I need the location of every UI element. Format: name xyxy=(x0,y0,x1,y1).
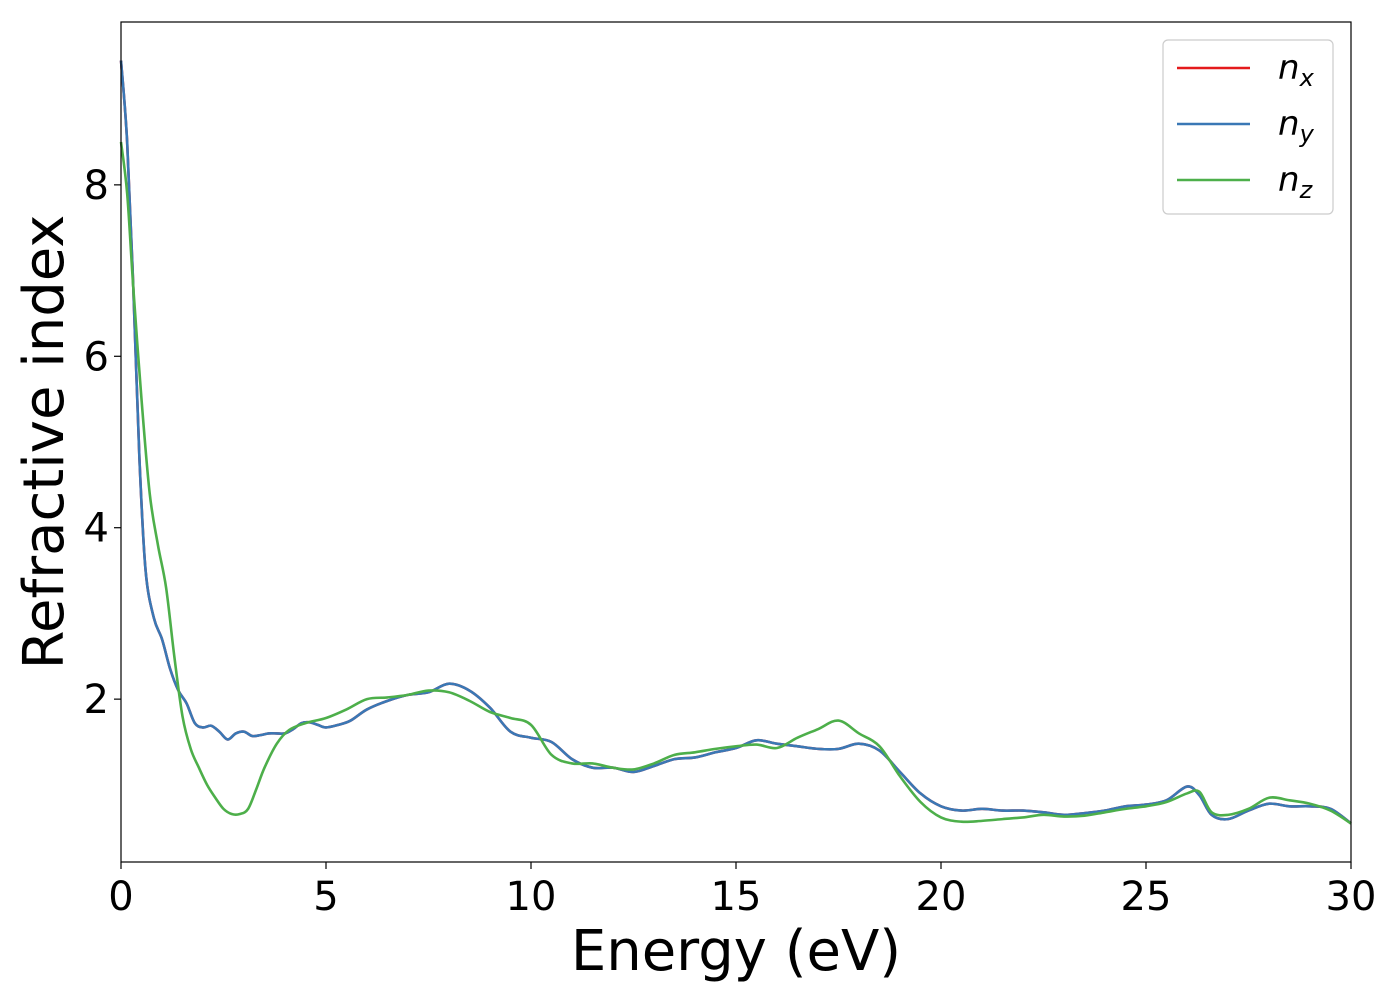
x-tick-label: 25 xyxy=(1121,874,1172,920)
x-tick-label: 5 xyxy=(313,874,338,920)
series-line-y xyxy=(119,60,1352,825)
series-line-z xyxy=(119,141,1352,825)
legend-label-z: nz xyxy=(1278,160,1314,204)
y-tick-label: 2 xyxy=(84,677,109,723)
x-tick-label: 0 xyxy=(108,874,133,920)
x-tick-label: 15 xyxy=(711,874,762,920)
y-tick-label: 8 xyxy=(84,163,109,209)
series-layer xyxy=(119,60,1352,825)
y-tick-label: 6 xyxy=(84,334,109,380)
ticks-layer: 0 5 10 15 20 25 30 2 4 6 8 xyxy=(84,163,1377,920)
y-tick-label: 4 xyxy=(84,506,109,552)
legend-label-y: ny xyxy=(1278,104,1315,148)
plot-area xyxy=(121,22,1351,862)
legend: nx ny nz xyxy=(1162,39,1334,215)
x-axis-title: Energy (eV) xyxy=(571,919,901,984)
x-tick-label: 30 xyxy=(1326,874,1377,920)
x-tick-label: 10 xyxy=(506,874,557,920)
y-axis-title: Refractive index xyxy=(12,215,77,670)
legend-label-x: nx xyxy=(1278,48,1315,92)
legend-box xyxy=(1162,39,1334,215)
x-tick-label: 20 xyxy=(916,874,967,920)
